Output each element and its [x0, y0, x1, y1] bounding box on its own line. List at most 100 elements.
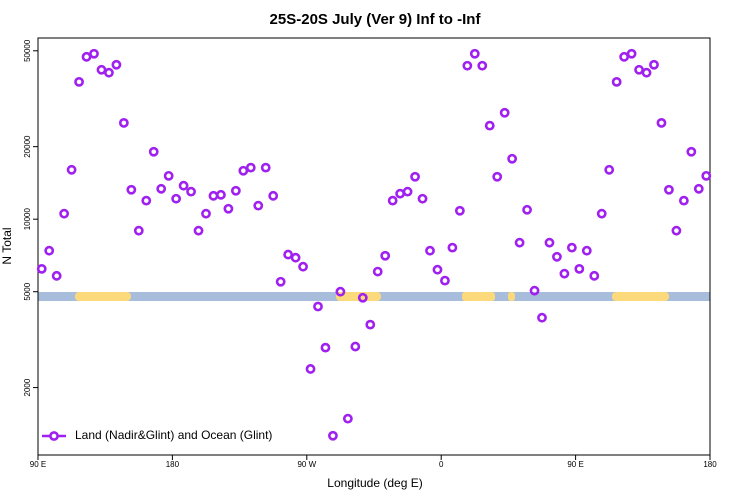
point: [432, 264, 443, 275]
point: [611, 76, 622, 87]
point: [350, 341, 361, 352]
point: [298, 261, 308, 272]
point: [410, 171, 420, 182]
point: [230, 185, 241, 196]
point: [477, 60, 488, 71]
point: [522, 204, 532, 215]
point: [178, 180, 189, 191]
point: [66, 164, 77, 175]
point: [156, 183, 167, 194]
point: [59, 208, 70, 219]
plot-frame: [37, 37, 711, 456]
y-tick-label: 5000: [23, 282, 32, 300]
point: [454, 205, 465, 216]
point: [604, 164, 615, 175]
x-tick-label: 180: [703, 460, 717, 469]
point: [118, 117, 129, 128]
point: [574, 263, 585, 274]
y-tick-label: 10000: [23, 208, 32, 231]
point: [686, 146, 697, 157]
point: [701, 170, 712, 181]
point: [484, 120, 495, 131]
point: [305, 364, 316, 374]
land-band: [75, 292, 131, 301]
land-band: [612, 292, 669, 301]
point: [290, 252, 301, 263]
y-axis-label: N Total: [0, 227, 14, 264]
point: [425, 245, 435, 256]
point: [133, 225, 144, 236]
land-band: [508, 292, 515, 301]
point: [581, 245, 592, 256]
surface-band: [38, 292, 710, 301]
point: [51, 270, 62, 281]
point: [462, 60, 473, 71]
point: [559, 268, 570, 279]
point: [245, 162, 256, 173]
point: [141, 195, 152, 206]
point: [365, 319, 376, 330]
point: [357, 292, 368, 303]
point: [74, 76, 84, 87]
point: [111, 59, 122, 70]
point: [96, 64, 107, 75]
legend-label: Land (Nadir&Glint) and Ocean (Glint): [75, 428, 272, 442]
point: [507, 153, 518, 164]
point: [656, 117, 667, 128]
point: [492, 171, 503, 182]
point: [275, 276, 286, 287]
point: [201, 208, 211, 219]
point: [163, 170, 174, 181]
point: [447, 242, 458, 253]
point: [193, 225, 204, 236]
y-tick-label: 20000: [23, 135, 32, 158]
point: [529, 285, 540, 296]
point: [387, 195, 398, 206]
point: [126, 184, 137, 195]
x-tick-label: 90 E: [30, 460, 46, 469]
point: [499, 107, 510, 118]
point: [171, 193, 182, 204]
point: [89, 48, 99, 59]
point: [253, 200, 264, 211]
point: [619, 51, 630, 62]
point: [649, 59, 659, 70]
point: [238, 165, 249, 176]
point: [552, 251, 562, 262]
x-tick-label: 90 E: [567, 460, 583, 469]
point: [544, 237, 555, 248]
point: [320, 342, 331, 353]
point: [641, 67, 652, 78]
point: [104, 67, 114, 78]
point: [395, 188, 406, 199]
point: [671, 225, 682, 236]
legend-marker: [49, 431, 59, 441]
point: [268, 190, 279, 201]
point: [566, 242, 577, 253]
point: [186, 186, 196, 197]
point: [514, 237, 525, 248]
point: [36, 263, 47, 274]
x-axis-label: Longitude (deg E): [327, 476, 422, 490]
point: [402, 186, 413, 197]
x-tick-label: 180: [166, 460, 180, 469]
point: [216, 189, 226, 200]
point: [380, 250, 391, 261]
point: [335, 286, 346, 297]
point: [596, 208, 607, 219]
point: [440, 275, 450, 286]
point: [328, 430, 338, 441]
point: [537, 312, 547, 323]
chart-title: 25S-20S July (Ver 9) Inf to -Inf: [270, 11, 482, 28]
point: [208, 190, 219, 201]
point: [44, 245, 55, 256]
point: [81, 51, 92, 62]
point: [342, 413, 353, 424]
point: [372, 266, 383, 277]
y-tick-label: 50000: [23, 39, 32, 62]
point: [260, 162, 271, 173]
point: [634, 64, 644, 75]
point: [417, 193, 428, 204]
x-tick-label: 0: [439, 460, 444, 469]
